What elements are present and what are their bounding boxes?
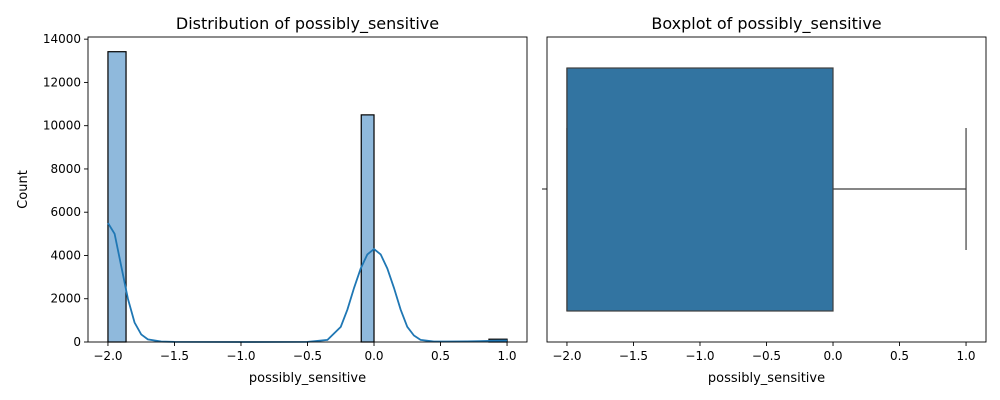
- x-tick-label: 1.0: [497, 349, 516, 363]
- histogram-y-axis-label: Count: [16, 170, 31, 209]
- x-tick-label: −2.0: [552, 349, 581, 363]
- x-tick-label: −2.0: [93, 349, 122, 363]
- histogram-x-axis-label: possibly_sensitive: [249, 371, 366, 386]
- y-tick-label: 0: [73, 335, 81, 349]
- histogram-panel: Distribution of possibly_sensitive possi…: [16, 14, 528, 386]
- x-tick-label: 0.5: [890, 349, 909, 363]
- x-tick-label: −0.5: [752, 349, 781, 363]
- x-tick-label: 0.0: [364, 349, 383, 363]
- y-tick-label: 12000: [43, 75, 81, 89]
- y-tick-label: 4000: [50, 248, 81, 262]
- histogram-x-ticks: −2.0 −1.5 −1.0 −0.5 0.0 0.5 1.0: [93, 342, 517, 363]
- x-tick-label: 0.5: [431, 349, 450, 363]
- x-tick-label: 0.0: [823, 349, 842, 363]
- histogram-title: Distribution of possibly_sensitive: [176, 14, 439, 34]
- y-tick-label: 6000: [50, 205, 81, 219]
- y-tick-label: 14000: [43, 32, 81, 46]
- histogram-bar: [107, 51, 127, 343]
- y-tick-label: 2000: [50, 292, 81, 306]
- histogram-bar: [360, 114, 375, 343]
- boxplot-title: Boxplot of possibly_sensitive: [651, 14, 881, 34]
- x-tick-label: −1.5: [619, 349, 648, 363]
- box-iqr: [566, 67, 834, 312]
- boxplot-panel: Boxplot of possibly_sensitive possibly_s…: [542, 14, 987, 386]
- x-tick-label: −1.5: [160, 349, 189, 363]
- boxplot-plot-area: [566, 67, 967, 312]
- x-tick-label: −0.5: [293, 349, 322, 363]
- x-tick-label: −1.0: [226, 349, 255, 363]
- histogram-y-ticks: 0 2000 4000 6000 8000 10000 12000 14000: [43, 32, 88, 349]
- x-tick-label: −1.0: [685, 349, 714, 363]
- boxplot-x-axis-label: possibly_sensitive: [708, 371, 825, 386]
- boxplot-x-ticks: −2.0 −1.5 −1.0 −0.5 0.0 0.5 1.0: [552, 342, 976, 363]
- y-tick-label: 8000: [50, 162, 81, 176]
- histogram-plot-area: [107, 51, 508, 343]
- x-tick-label: 1.0: [956, 349, 975, 363]
- y-tick-label: 10000: [43, 119, 81, 133]
